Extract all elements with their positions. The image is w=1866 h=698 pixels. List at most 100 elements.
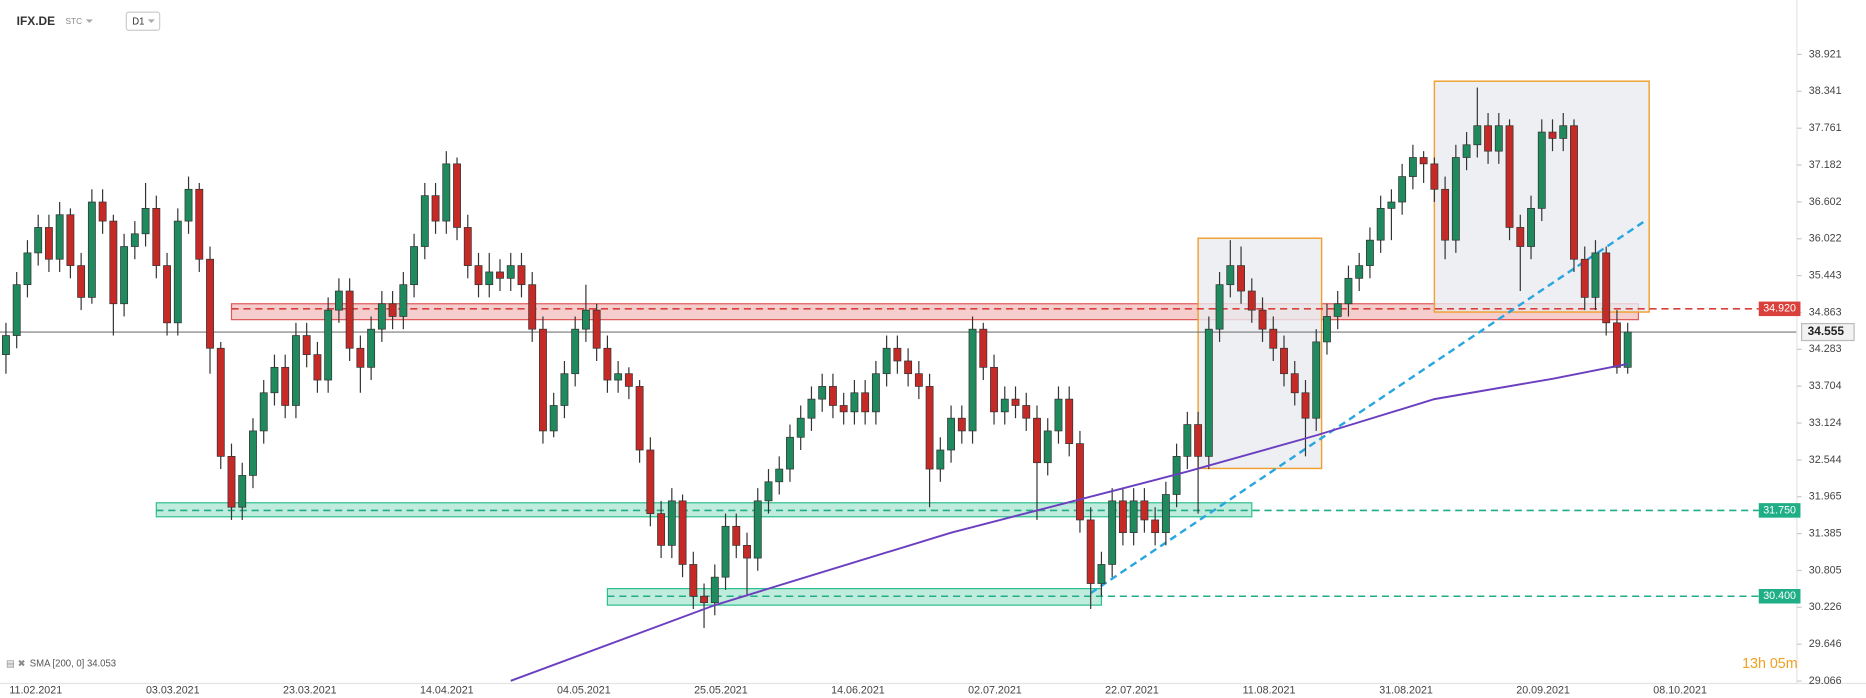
dropdown-icon — [147, 19, 155, 23]
timer: 13h 05m — [1742, 656, 1798, 672]
candle-body — [624, 373, 633, 387]
candle-body — [281, 366, 290, 406]
candle-body — [753, 500, 762, 559]
candle-body — [1237, 265, 1245, 292]
candle-body — [1613, 322, 1621, 368]
candle-body — [12, 284, 21, 336]
x-tick-label: 03.03.2021 — [146, 685, 200, 697]
candle-body — [1194, 424, 1203, 457]
candle-body — [871, 373, 880, 413]
candle-body — [77, 265, 86, 298]
level-label: 30.400 — [1763, 590, 1796, 602]
y-tick-label: 31.965 — [1809, 491, 1842, 503]
candle-body — [689, 564, 698, 597]
candle-body — [324, 309, 333, 381]
level-label: 34.920 — [1763, 303, 1796, 315]
candle-body — [1494, 125, 1503, 152]
candle-body — [227, 455, 236, 508]
candle-body — [947, 417, 956, 451]
candle-body — [828, 386, 837, 406]
y-tick-label: 37.761 — [1809, 122, 1842, 134]
indicator-icons[interactable]: ▤ ✖ — [6, 659, 26, 670]
y-tick-label: 30.805 — [1809, 564, 1842, 576]
candle-body — [1580, 258, 1589, 298]
candle-body — [990, 366, 998, 413]
candle-body — [1215, 284, 1224, 330]
candle-body — [657, 513, 666, 546]
candle-body — [528, 284, 537, 330]
candle-body — [1011, 398, 1020, 406]
y-tick-label: 31.385 — [1809, 527, 1842, 539]
candle-body — [173, 220, 182, 324]
candle-body — [818, 386, 827, 400]
candle-body — [259, 392, 268, 432]
candle-body — [496, 271, 504, 279]
candle-body — [936, 449, 945, 470]
candle-body — [23, 252, 32, 286]
y-tick-label: 38.921 — [1809, 48, 1842, 60]
candle-body — [1516, 227, 1525, 247]
candle-body — [1226, 265, 1235, 286]
candle-body — [1129, 500, 1138, 534]
candle-body — [517, 265, 526, 286]
candle-body — [1505, 125, 1514, 228]
candle-body — [367, 328, 376, 368]
candle-body — [721, 525, 730, 578]
candle-body — [1290, 373, 1299, 394]
candle-body — [1140, 500, 1149, 521]
candle-body — [1527, 208, 1535, 247]
candle-body — [1602, 252, 1611, 324]
candle-body — [1376, 208, 1385, 241]
candle-body — [592, 309, 601, 349]
candle-body — [420, 195, 429, 247]
candle-body — [1247, 290, 1256, 311]
level-badge — [1758, 301, 1801, 317]
candle-body — [775, 468, 784, 483]
candle-body — [904, 360, 913, 375]
candle-body — [2, 335, 10, 355]
candle-body — [152, 208, 161, 266]
candle-body — [1623, 331, 1632, 368]
candle-body — [195, 188, 204, 260]
candle-body — [44, 227, 53, 260]
candle-body — [238, 475, 247, 508]
candle-body — [1258, 309, 1267, 330]
candle-body — [1108, 500, 1117, 565]
candle-body — [635, 386, 644, 451]
candle-body — [882, 347, 891, 375]
candle-body — [410, 246, 419, 286]
candle-body — [1591, 252, 1600, 298]
candle-body — [796, 417, 805, 438]
candle-body — [614, 373, 623, 381]
x-tick-label: 04.05.2021 — [557, 685, 611, 697]
interval[interactable]: D1 — [132, 16, 144, 27]
highlight-box — [1197, 237, 1323, 470]
candle-body — [1065, 398, 1074, 445]
candle-body — [1365, 239, 1374, 266]
candle-body — [1462, 144, 1471, 158]
candle-body — [839, 405, 848, 413]
dropdown-icon[interactable] — [85, 19, 93, 23]
candle-body — [109, 220, 118, 305]
y-tick-label: 34.283 — [1809, 343, 1842, 355]
candle-body — [1118, 500, 1127, 534]
candle-body — [850, 392, 859, 413]
candle-body — [249, 430, 257, 476]
candle-body — [463, 227, 472, 266]
x-tick-label: 23.03.2021 — [283, 685, 337, 697]
candle-body — [1151, 519, 1160, 534]
trendline — [1090, 220, 1645, 595]
x-tick-label: 31.08.2021 — [1379, 685, 1433, 697]
candle-body — [431, 195, 440, 222]
candle-body — [163, 265, 171, 324]
sma-line — [510, 363, 1628, 682]
interval-select[interactable] — [125, 11, 161, 31]
candle-body — [399, 284, 408, 317]
y-tick-label: 33.124 — [1809, 417, 1842, 429]
candle-body — [485, 271, 494, 286]
candle-body — [313, 354, 322, 381]
candle-body — [979, 328, 988, 368]
candle-body — [1398, 176, 1407, 203]
candle-body — [1484, 125, 1492, 152]
